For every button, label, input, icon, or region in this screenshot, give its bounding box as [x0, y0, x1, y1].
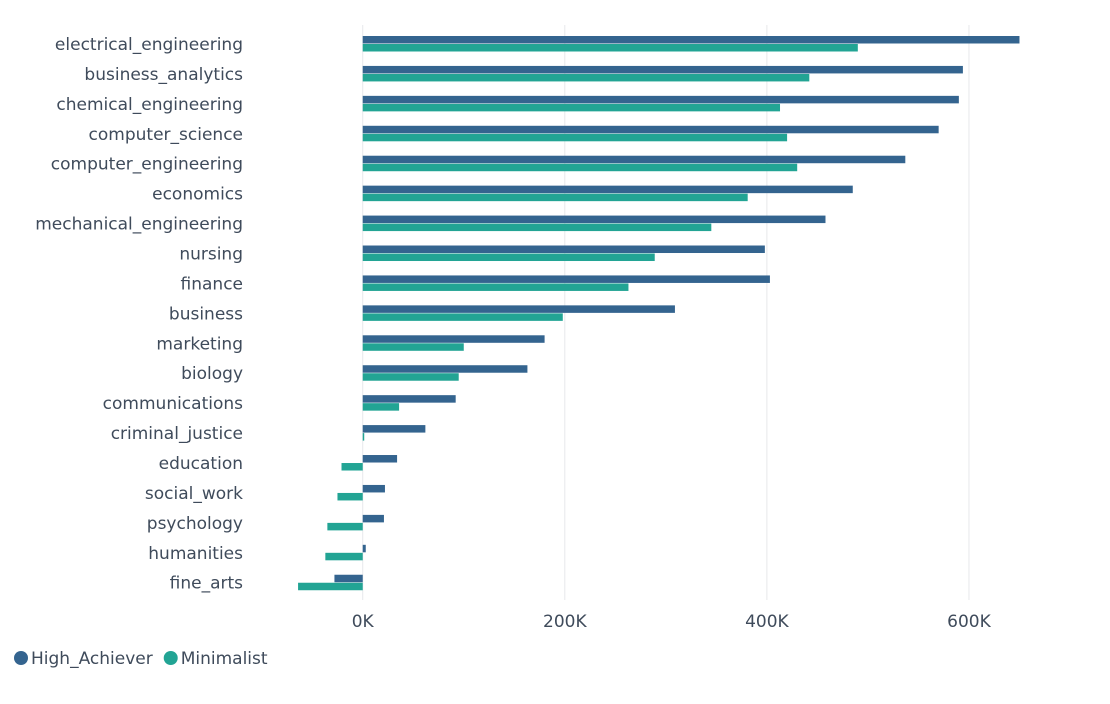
- bar-high-achiever[interactable]: [362, 36, 1020, 44]
- bar-minimalist[interactable]: [362, 44, 858, 52]
- bar-high-achiever[interactable]: [362, 275, 770, 283]
- category-label: humanities: [148, 544, 243, 564]
- bar-high-achiever[interactable]: [362, 484, 385, 493]
- category-label: business: [169, 304, 243, 324]
- bar-high-achiever[interactable]: [362, 425, 426, 433]
- bar-high-achiever[interactable]: [334, 574, 363, 583]
- bar-minimalist[interactable]: [341, 463, 363, 471]
- category-label: computer_science: [89, 125, 243, 145]
- category-labels: electrical_engineering business_analytics…: [35, 35, 243, 594]
- bar-high-achiever[interactable]: [362, 65, 963, 74]
- legend-label: Minimalist: [181, 649, 268, 669]
- x-tick-label: 200K: [543, 612, 587, 632]
- bar-minimalist[interactable]: [362, 343, 464, 351]
- bar-minimalist[interactable]: [362, 253, 655, 262]
- category-label: electrical_engineering: [55, 35, 243, 55]
- category-label: fine_arts: [170, 574, 244, 594]
- bar-minimalist[interactable]: [362, 403, 400, 411]
- category-label: psychology: [147, 514, 243, 534]
- bar-high-achiever[interactable]: [362, 125, 939, 134]
- legend[interactable]: High_Achiever Minimalist: [14, 649, 268, 669]
- bar-high-achiever[interactable]: [362, 215, 826, 224]
- bar-high-achiever[interactable]: [362, 185, 853, 194]
- legend-label: High_Achiever: [31, 649, 153, 669]
- category-label: finance: [181, 274, 243, 294]
- x-tick-label: 400K: [745, 612, 789, 632]
- bar-minimalist[interactable]: [362, 433, 365, 441]
- bar-minimalist[interactable]: [362, 73, 810, 82]
- legend-item-minimalist[interactable]: Minimalist: [163, 649, 268, 669]
- bar-minimalist[interactable]: [362, 283, 629, 291]
- bar-minimalist[interactable]: [362, 133, 788, 142]
- category-label: computer_engineering: [51, 155, 243, 175]
- x-tick-label: 600K: [947, 612, 991, 632]
- category-label: nursing: [179, 245, 243, 265]
- category-label: biology: [181, 364, 243, 384]
- bar-minimalist[interactable]: [362, 373, 459, 381]
- legend-item-high-achiever[interactable]: High_Achiever: [14, 649, 153, 669]
- category-label: business_analytics: [84, 65, 243, 85]
- category-label: criminal_justice: [111, 424, 243, 444]
- bar-high-achiever[interactable]: [362, 365, 528, 373]
- category-label: mechanical_engineering: [35, 215, 243, 235]
- legend-swatch: [14, 651, 28, 665]
- bar-minimalist[interactable]: [362, 313, 563, 321]
- bar-minimalist[interactable]: [325, 552, 363, 561]
- bar-high-achiever[interactable]: [362, 155, 906, 164]
- bar-high-achiever[interactable]: [362, 335, 545, 343]
- bar-high-achiever[interactable]: [362, 245, 765, 254]
- category-label: social_work: [145, 484, 243, 504]
- category-label: education: [159, 454, 243, 474]
- bar-minimalist[interactable]: [362, 193, 748, 202]
- x-axis-ticks: 0K 200K 400K 600K: [352, 612, 992, 632]
- category-label: marketing: [156, 334, 243, 354]
- category-label: economics: [152, 185, 243, 205]
- bar-high-achiever[interactable]: [362, 514, 384, 523]
- bar-minimalist[interactable]: [362, 223, 712, 232]
- bar-minimalist[interactable]: [362, 103, 781, 112]
- bar-high-achiever[interactable]: [362, 95, 959, 104]
- bar-minimalist[interactable]: [337, 492, 363, 501]
- bar-high-achiever[interactable]: [362, 305, 675, 313]
- bar-minimalist[interactable]: [298, 582, 363, 591]
- bar-high-achiever[interactable]: [362, 544, 366, 553]
- x-tick-label: 0K: [352, 612, 375, 632]
- bar-high-achiever[interactable]: [362, 455, 398, 463]
- category-label: chemical_engineering: [56, 95, 243, 115]
- bar-minimalist[interactable]: [362, 163, 798, 172]
- bar-minimalist[interactable]: [327, 522, 363, 531]
- category-label: communications: [103, 394, 243, 414]
- bars: [298, 36, 1020, 591]
- bar-high-achiever[interactable]: [362, 395, 456, 403]
- legend-swatch: [163, 651, 178, 665]
